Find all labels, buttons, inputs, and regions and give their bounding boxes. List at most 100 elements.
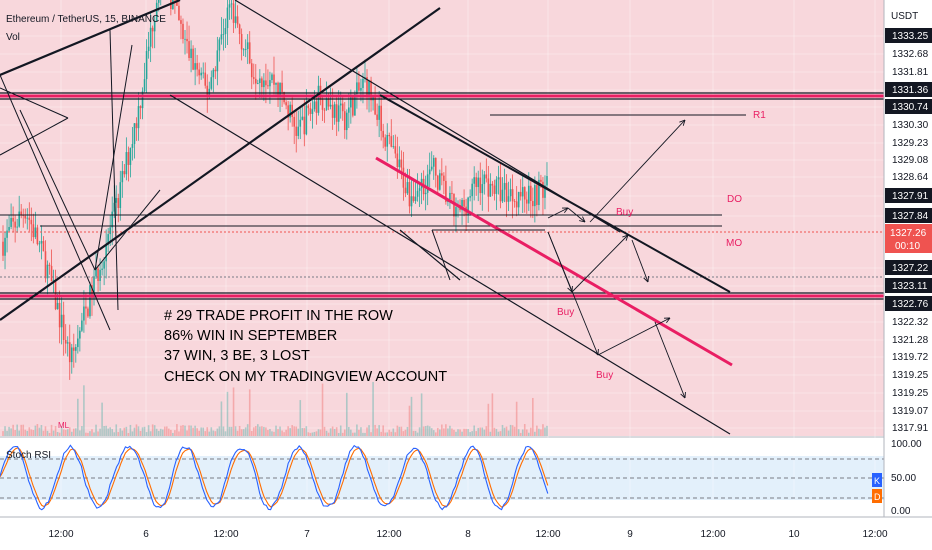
candle-body [34, 227, 37, 238]
volume-bar [339, 425, 342, 436]
volume-bar [48, 432, 51, 436]
volume-bar [170, 429, 172, 436]
candle-body [339, 103, 342, 106]
volume-bar [119, 428, 122, 436]
volume-bar [513, 426, 516, 436]
volume-bar [188, 425, 190, 436]
volume-bar [242, 429, 245, 436]
volume-bar [66, 429, 69, 436]
candle-body [449, 192, 451, 200]
time-axis[interactable] [0, 518, 884, 550]
candle-body [315, 101, 318, 113]
projection-arrow [547, 207, 569, 219]
volume-bar [16, 424, 18, 436]
volume-bar [354, 432, 356, 436]
candle-body [6, 230, 8, 238]
candle-body [143, 79, 146, 92]
volume-bar [236, 430, 239, 436]
zigzag-line [0, 74, 111, 331]
candle-body [404, 187, 407, 194]
arrow-head [666, 317, 671, 324]
symbol-title[interactable]: Ethereum / TetherUS, 15, BINANCE [6, 14, 166, 25]
candle-body [471, 183, 473, 197]
candle-body [141, 91, 144, 109]
candle-body [14, 221, 16, 228]
volume-bar [392, 428, 395, 436]
candle-body [426, 174, 429, 193]
rsi-tick-label: 0.00 [891, 506, 911, 517]
candle-body [184, 38, 186, 40]
buy-label-2: Buy [557, 307, 574, 318]
volume-bar [184, 425, 186, 436]
volume-bar [210, 427, 213, 436]
candle-body [517, 191, 520, 208]
candle-body [77, 338, 79, 348]
candle-body [523, 187, 526, 200]
price-tick-label: 1327.91 [892, 191, 929, 202]
price-tick-label: 1319.07 [892, 406, 929, 417]
candle-body [119, 182, 122, 208]
candle-body [242, 49, 245, 51]
volume-bar [24, 429, 27, 436]
volume-bar [133, 427, 136, 436]
volume-bar [60, 426, 63, 436]
candle-body [70, 347, 73, 363]
candle-body [46, 264, 49, 279]
volume-bar [362, 432, 364, 436]
stoch-rsi-label[interactable]: Stoch RSI [6, 450, 51, 461]
candle-body [87, 308, 89, 317]
time-tick-label: 12:00 [213, 529, 238, 540]
candle-body [436, 175, 439, 190]
candle-body [279, 82, 281, 96]
price-tick-labels: 1333.25 1332.68 1331.81 1331.36 1330.74 1330.… [885, 28, 932, 434]
volume-bar [436, 427, 439, 436]
candle-body [261, 78, 263, 88]
price-tag-bg [885, 208, 932, 223]
candle-body [42, 241, 45, 252]
volume-bar [72, 428, 75, 436]
candle-body [530, 185, 532, 201]
volume-bar [135, 424, 138, 436]
candle-body [178, 5, 180, 21]
volume-bar [131, 431, 134, 436]
price-tag-bg [885, 28, 932, 43]
volume-bar [121, 430, 124, 436]
price-tick-label: 1323.11 [892, 281, 928, 292]
volume-bar [105, 425, 107, 436]
volume-bar [317, 429, 320, 436]
volume-bar [430, 428, 433, 436]
volume-bar [111, 429, 114, 436]
candle-body [4, 237, 6, 256]
candle-body [285, 102, 287, 106]
candle-body [356, 82, 358, 95]
volume-bar [200, 427, 202, 436]
volume-label[interactable]: Vol [6, 32, 20, 43]
volume-bar [420, 393, 423, 436]
candle-body [236, 16, 239, 25]
volume-bar [204, 431, 207, 436]
candle-body [327, 98, 330, 107]
volume-bar [12, 424, 14, 436]
volume-bar [536, 425, 538, 436]
candle-body [432, 157, 435, 167]
candle-body [224, 28, 227, 35]
candle-body [416, 190, 419, 197]
arrow-head [582, 216, 586, 223]
candle-body [380, 105, 382, 131]
candle-body [509, 189, 512, 197]
candle-body [445, 180, 447, 202]
volume-bar [208, 431, 211, 436]
volume-bar [77, 398, 79, 436]
candle-body [534, 185, 536, 207]
volume-bar [408, 405, 411, 436]
price-tick-label: 1329.23 [892, 138, 929, 149]
volume-bar [174, 430, 176, 436]
candle-body [52, 279, 55, 282]
volume-bar [141, 427, 144, 436]
arrow-head [563, 207, 569, 214]
candle-body [481, 184, 484, 194]
volume-bar [424, 426, 427, 436]
candle-body [455, 207, 457, 217]
